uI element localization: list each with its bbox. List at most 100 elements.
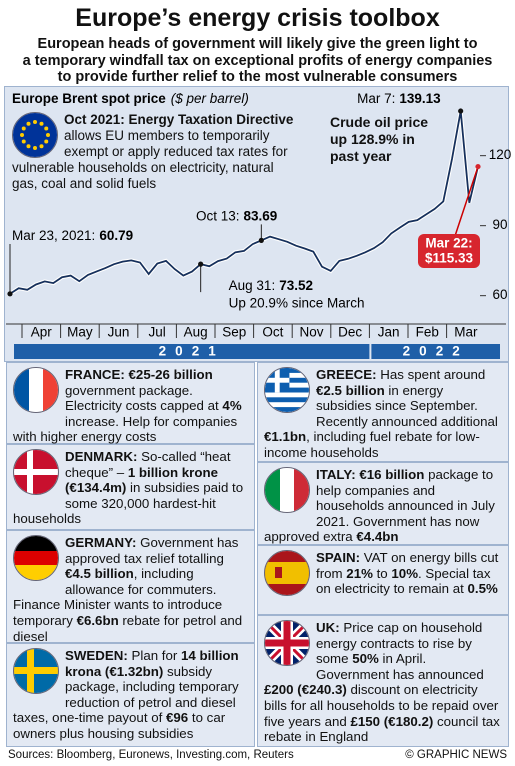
annotation-label: Oct 13: <box>196 208 240 223</box>
country-text: GREECE: Has spent around €2.5 billion in… <box>264 367 498 460</box>
subtitle: European heads of government will likely… <box>0 36 515 86</box>
star <box>44 126 49 131</box>
year-bar <box>14 344 370 359</box>
country-box: GERMANY: Government has approved tax rel… <box>6 530 255 644</box>
text: . Special tax on electricity to remain a… <box>316 565 491 597</box>
year-label: 2021 <box>159 344 225 359</box>
star <box>26 121 31 126</box>
country-box: SPAIN: VAT on energy bills cut from 21% … <box>257 545 509 615</box>
text: So-called “heat cheque” – <box>65 449 231 480</box>
annotation-note: Up 20.9% since March <box>229 296 365 311</box>
directive-note: Oct 2021: Energy Taxation Directive allo… <box>12 112 302 192</box>
star <box>20 133 24 137</box>
flag-greece <box>264 367 310 413</box>
highlight: DENMARK: <box>65 449 138 464</box>
x-tick-label: Aug <box>184 325 208 340</box>
note-text: allows EU members to temporarily exempt … <box>12 128 288 191</box>
star <box>21 139 26 144</box>
highlight: €1.1bn <box>264 429 307 445</box>
highlight: SWEDEN: <box>65 648 128 663</box>
value-badge <box>418 234 480 268</box>
year-label: 2022 <box>403 344 469 359</box>
country-text: GERMANY: Government has approved tax rel… <box>13 535 242 644</box>
annotation-value: 73.52 <box>279 278 313 293</box>
flag-sweden <box>13 648 59 694</box>
highlight: €6.6bn <box>76 612 119 628</box>
text: , including fuel rebate for low-income h… <box>264 429 480 460</box>
point <box>7 291 13 297</box>
text: government package. Electricity costs ca… <box>65 382 223 414</box>
point <box>458 108 464 114</box>
point <box>258 237 264 243</box>
annotation: Aug 31: 73.52 <box>229 278 313 293</box>
subtitle-line: a temporary windfall tax on exceptional … <box>22 52 493 69</box>
flag-france <box>13 367 59 413</box>
country-text: ITALY: €16 billion package to help compa… <box>264 467 495 544</box>
highlight: €96 <box>166 710 189 726</box>
subtitle-line: European heads of government will likely… <box>37 36 478 52</box>
text: Price cap on household energy contracts … <box>316 620 483 667</box>
highlight: 10% <box>391 565 419 581</box>
y-tick-label: 90 <box>492 217 507 232</box>
annotation-label: Mar 7: <box>357 91 395 106</box>
text: , including allowance for commuters. Fin… <box>13 566 223 628</box>
x-tick-label: Jun <box>108 325 130 340</box>
highlight: 21% <box>346 565 373 581</box>
text: subsidy package, including temporary red… <box>13 663 239 726</box>
text: discount on electricity bills for all ho… <box>264 682 499 729</box>
highlight: €2.5 billion <box>316 382 385 398</box>
star <box>21 126 26 131</box>
text: package to help companies and households… <box>264 467 495 545</box>
star <box>46 133 50 137</box>
point <box>198 261 204 267</box>
footer: Sources: Bloomberg, Euronews, Investing.… <box>8 749 507 761</box>
star <box>44 139 49 144</box>
star <box>33 146 37 150</box>
highlight: 50% <box>352 651 379 667</box>
country-text: FRANCE: €25-26 billion government packag… <box>13 367 242 444</box>
text: rebate for petrol and diesel <box>13 612 243 644</box>
flag-italy <box>264 467 310 513</box>
highlight: 14 billion krona (€1.32bn) <box>65 648 239 679</box>
title: Europe’s energy crisis toolbox <box>75 4 440 32</box>
x-tick-label: May <box>67 325 93 340</box>
annotation-value: $115.33 <box>425 251 474 266</box>
note-title: Oct 2021: Energy Taxation Directive <box>64 112 294 127</box>
annotation-value: 83.69 <box>244 208 278 223</box>
callout: Crude oil price up 128.9% in past year <box>330 114 429 164</box>
annotation-label: Mar 22: <box>425 236 472 251</box>
country-box: SWEDEN: Plan for 14 billion krona (€1.32… <box>6 643 255 747</box>
x-tick-label: Nov <box>299 325 323 340</box>
highlight: £200 (€240.3) <box>264 682 347 698</box>
text: to <box>372 565 392 581</box>
text: to car owners plus housing subsidies <box>13 710 226 741</box>
highlight: UK: <box>316 620 340 635</box>
annotation-value: 60.79 <box>99 228 133 243</box>
x-tick-label: Jan <box>378 325 400 340</box>
credit: © GRAPHIC NEWS <box>405 749 507 761</box>
country-box: FRANCE: €25-26 billion government packag… <box>6 362 255 444</box>
highlight: 0.5% <box>467 581 498 597</box>
text: Has spent around <box>376 367 486 382</box>
country-box: UK: Price cap on household energy contra… <box>257 615 509 747</box>
x-tick-label: Sep <box>222 325 246 340</box>
highlight: 4% <box>222 398 242 414</box>
star <box>33 120 37 124</box>
connector <box>454 166 479 237</box>
star <box>39 144 44 149</box>
chart-background <box>4 86 509 362</box>
annotation-value: 139.13 <box>399 91 441 106</box>
flag-spain <box>264 550 310 596</box>
text: in April. Government has announced <box>316 651 484 682</box>
text: Plan for <box>127 648 182 663</box>
country-text: UK: Price cap on household energy contra… <box>264 620 500 744</box>
price-line <box>9 110 479 295</box>
text: council tax rebate in England <box>264 713 500 745</box>
flag-denmark <box>13 449 59 495</box>
x-tick-label: Dec <box>338 325 362 340</box>
annotation: Mar 7: 139.13 <box>357 91 441 106</box>
annotation: Mar 23, 2021: 60.79 <box>12 228 133 243</box>
eu-flag <box>12 112 58 158</box>
text: Government has approved tax relief total… <box>65 535 239 566</box>
